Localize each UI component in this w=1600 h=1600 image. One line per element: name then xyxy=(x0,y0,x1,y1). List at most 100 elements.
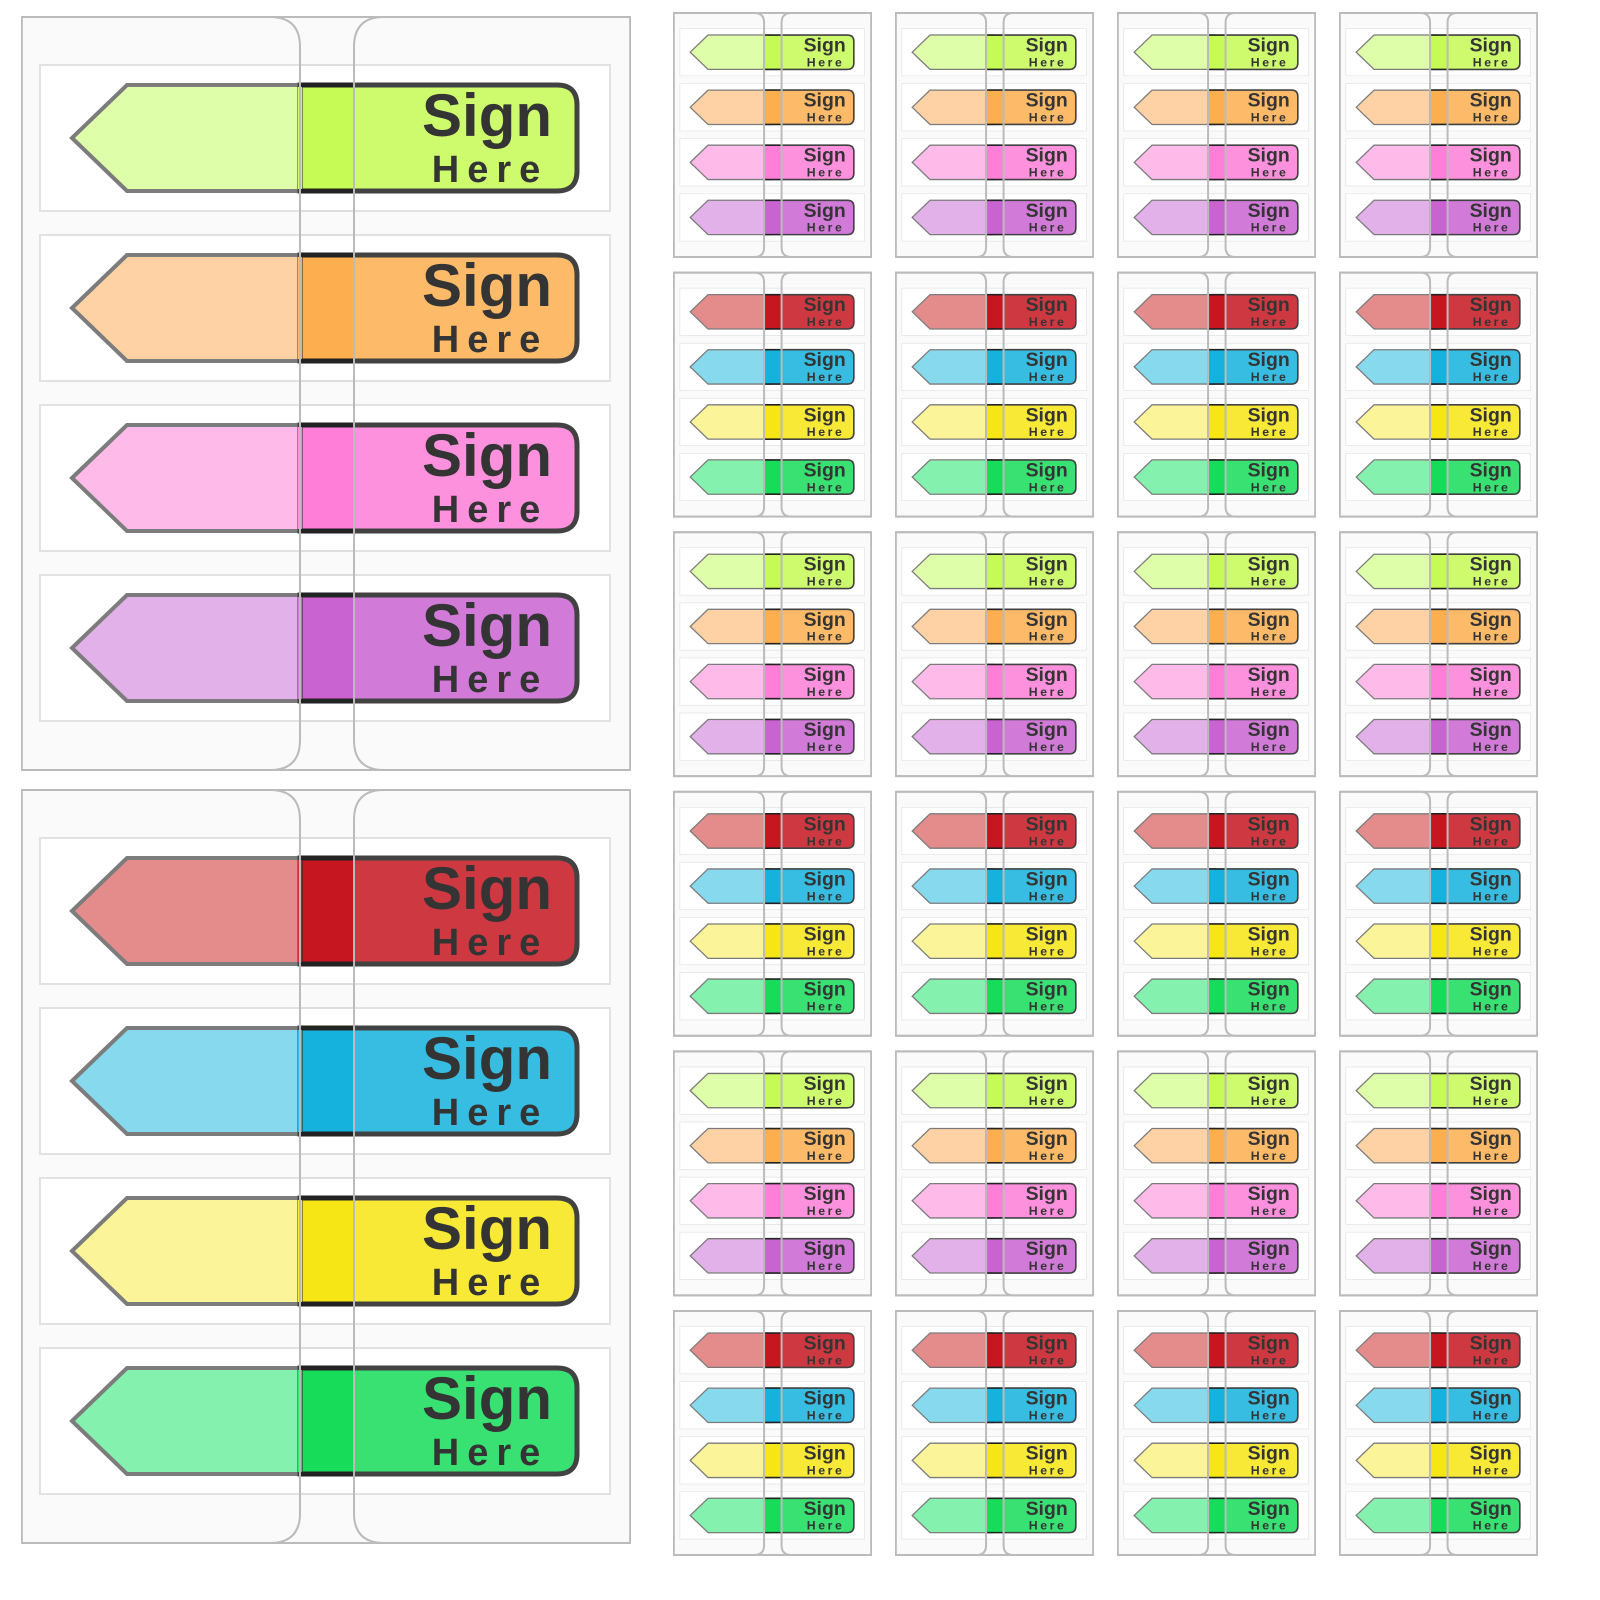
flag-text-here: Here xyxy=(1029,480,1067,494)
flag-pack: SignHereSignHereSignHereSignHere xyxy=(1338,1309,1539,1556)
clear-tab-right xyxy=(353,789,630,1544)
flag-pack: SignHereSignHereSignHereSignHere xyxy=(672,1050,873,1297)
flag-text-sign: Sign xyxy=(1026,609,1068,631)
flag-color-part xyxy=(1429,1237,1521,1274)
flag-color-part xyxy=(985,718,1077,755)
flag-pack: SignHereSignHereSignHereSignHere xyxy=(1338,11,1539,258)
flag-color-part xyxy=(1429,89,1521,126)
flag-text-sign: Sign xyxy=(1248,90,1290,112)
flag-text-here: Here xyxy=(1251,370,1289,384)
flag-color-part xyxy=(1207,813,1299,849)
flag-text-sign: Sign xyxy=(804,813,846,835)
flag-text-here: Here xyxy=(807,1409,845,1423)
flag-text-sign: Sign xyxy=(1470,1183,1512,1205)
flag-color-part xyxy=(1429,459,1521,496)
flag-color-part xyxy=(1429,293,1521,330)
flag-text-here: Here xyxy=(1251,1519,1289,1533)
flag-pack: SignHereSignHereSignHereSignHere xyxy=(1338,1050,1539,1297)
flag-text-here: Here xyxy=(1251,480,1289,494)
flag-text-here: Here xyxy=(1251,630,1289,644)
flag-text-sign: Sign xyxy=(1470,1498,1512,1520)
flag-text-here: Here xyxy=(807,480,845,494)
flag-text-here: Here xyxy=(1251,1259,1289,1273)
flag-text-here: Here xyxy=(1473,575,1511,589)
flag-text-sign: Sign xyxy=(1248,813,1290,835)
flag-color-part xyxy=(1207,89,1299,126)
flag-color-part xyxy=(763,1332,855,1369)
flag-text-sign: Sign xyxy=(422,592,552,659)
clear-tab-right xyxy=(1446,1309,1538,1556)
flag-color-part xyxy=(1429,978,1521,1015)
flag-text-sign: Sign xyxy=(1248,294,1290,316)
flag-text-here: Here xyxy=(807,1259,845,1273)
flag-pack: SignHereSignHereSignHereSignHere xyxy=(1116,531,1317,778)
clear-tab-left xyxy=(674,531,766,778)
flag-color-part xyxy=(1429,608,1521,645)
flag-text-sign: Sign xyxy=(1470,609,1512,631)
flag-color-part xyxy=(1207,403,1299,440)
flag-text-here: Here xyxy=(1473,1000,1511,1014)
flag-text-sign: Sign xyxy=(1470,813,1512,835)
flag-text-sign: Sign xyxy=(1470,349,1512,371)
flag-text-here: Here xyxy=(1473,221,1511,235)
flag-text-here: Here xyxy=(807,55,845,69)
clear-tab-right xyxy=(780,1309,872,1556)
flag-color-part xyxy=(1429,1072,1521,1109)
clear-tab-left xyxy=(22,789,301,1544)
flag-text-sign: Sign xyxy=(804,609,846,631)
flag-color-part xyxy=(1207,978,1299,1015)
flag-text-here: Here xyxy=(1473,1464,1511,1478)
flag-color-part xyxy=(297,1365,580,1477)
flag-color-part xyxy=(1429,718,1521,755)
flag-text-here: Here xyxy=(1029,740,1067,754)
flag-color-part xyxy=(297,252,580,364)
flag-text-sign: Sign xyxy=(1248,1128,1290,1150)
flag-text-here: Here xyxy=(807,1204,845,1218)
flag-text-sign: Sign xyxy=(422,82,552,149)
flag-color-part xyxy=(1207,1332,1299,1369)
clear-tab-left xyxy=(674,1050,766,1297)
flag-text-sign: Sign xyxy=(1248,609,1290,631)
flag-text-here: Here xyxy=(807,944,845,958)
clear-tab-right xyxy=(1446,271,1538,518)
flag-text-sign: Sign xyxy=(1248,459,1290,481)
flag-text-here: Here xyxy=(1473,111,1511,125)
flag-text-here: Here xyxy=(1473,55,1511,69)
flag-text-here: Here xyxy=(1029,889,1067,903)
flag-text-sign: Sign xyxy=(804,979,846,1001)
flag-text-sign: Sign xyxy=(1248,1443,1290,1465)
flag-text-here: Here xyxy=(1029,425,1067,439)
flag-color-part xyxy=(297,1025,580,1137)
flag-text-sign: Sign xyxy=(1248,35,1290,57)
flag-text-sign: Sign xyxy=(1026,200,1068,222)
flag-text-here: Here xyxy=(1473,685,1511,699)
flag-color-part xyxy=(763,1072,855,1109)
flag-text-here: Here xyxy=(1251,740,1289,754)
flag-text-sign: Sign xyxy=(1470,404,1512,426)
clear-tab-left xyxy=(1340,271,1432,518)
flag-text-sign: Sign xyxy=(422,1365,552,1432)
flag-text-here: Here xyxy=(432,1092,549,1134)
flag-color-part xyxy=(297,592,580,704)
flag-color-part xyxy=(763,1182,855,1219)
flag-pack: SignHereSignHereSignHereSignHere xyxy=(1116,11,1317,258)
clear-tab-left xyxy=(896,531,988,778)
flag-color-part xyxy=(1207,144,1299,181)
flag-text-sign: Sign xyxy=(804,1333,846,1355)
flag-text-sign: Sign xyxy=(422,252,552,319)
flag-text-here: Here xyxy=(432,149,549,191)
flag-text-sign: Sign xyxy=(804,459,846,481)
flag-color-part xyxy=(1429,1442,1521,1479)
flag-text-here: Here xyxy=(1251,111,1289,125)
flag-text-sign: Sign xyxy=(1026,404,1068,426)
flag-color-part xyxy=(985,199,1077,236)
flag-text-sign: Sign xyxy=(1026,459,1068,481)
flag-pack: SignHereSignHereSignHereSignHere xyxy=(1116,1050,1317,1297)
flag-text-here: Here xyxy=(1473,630,1511,644)
flag-text-sign: Sign xyxy=(804,1073,846,1095)
flag-text-here: Here xyxy=(807,834,845,848)
flag-color-part xyxy=(1429,199,1521,236)
flag-text-here: Here xyxy=(1029,630,1067,644)
flag-pack: SignHereSignHereSignHereSignHere xyxy=(894,531,1095,778)
clear-tab-right xyxy=(353,16,630,771)
